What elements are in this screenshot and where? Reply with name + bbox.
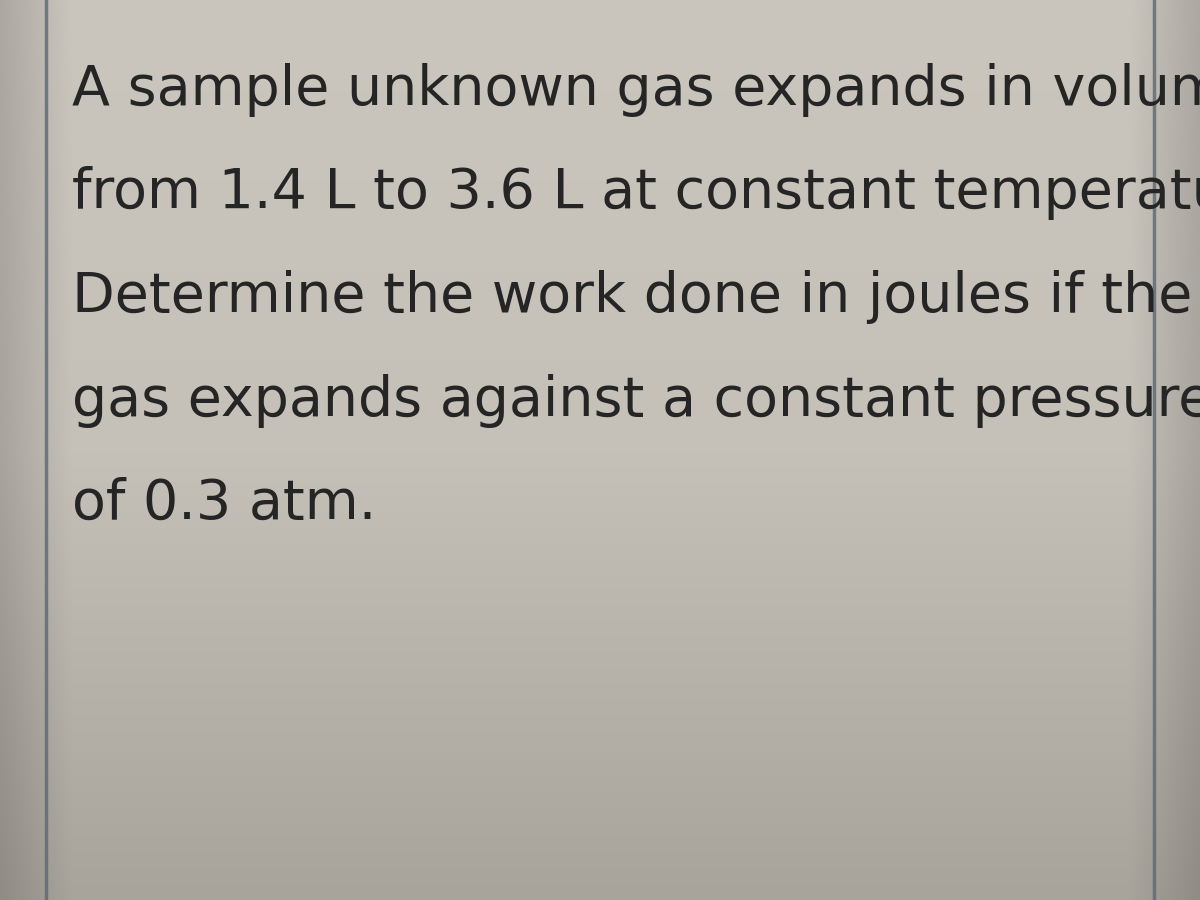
Text: of 0.3 atm.: of 0.3 atm. (72, 477, 377, 531)
Text: from 1.4 L to 3.6 L at constant temperature.: from 1.4 L to 3.6 L at constant temperat… (72, 166, 1200, 220)
Text: gas expands against a constant pressure: gas expands against a constant pressure (72, 374, 1200, 428)
Text: A sample unknown gas expands in volume: A sample unknown gas expands in volume (72, 63, 1200, 117)
Text: Determine the work done in joules if the: Determine the work done in joules if the (72, 270, 1193, 324)
